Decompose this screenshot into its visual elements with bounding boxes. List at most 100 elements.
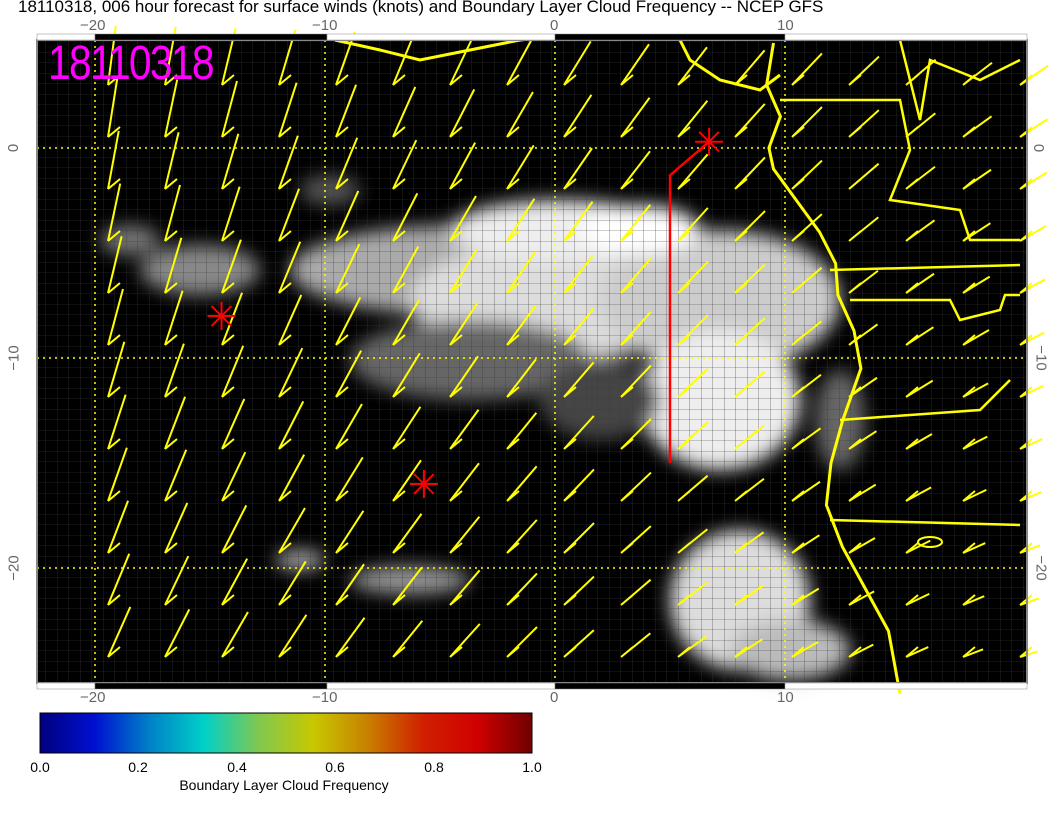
wind-barb [506, 519, 538, 554]
graticule [37, 40, 1027, 683]
wind-barb [107, 500, 130, 554]
colorbar-tick: 0.2 [128, 759, 148, 775]
wind-barb [107, 183, 122, 242]
wind-barb [107, 78, 121, 138]
wind-barb [620, 364, 652, 398]
wind-barb [620, 257, 652, 294]
wind-barb [164, 555, 190, 606]
wind-barb [905, 379, 934, 398]
wind-barb [278, 454, 306, 502]
country-border [829, 263, 1021, 272]
wind-barb [962, 488, 987, 502]
wind-barb [848, 590, 875, 606]
wind-barb [620, 97, 651, 138]
wind-barb [905, 326, 934, 346]
wind-barb [791, 106, 823, 138]
scale-bar-bottom [94, 682, 328, 690]
scale-bar-bottom [554, 682, 786, 690]
wind-barb [848, 537, 876, 554]
wind-barb [107, 341, 126, 398]
wind-barb [278, 82, 298, 138]
scale-bar-top [554, 33, 786, 41]
wind-barb [335, 137, 359, 190]
wind-barb [905, 219, 936, 242]
wind-barb [107, 130, 121, 190]
scale-bar-bottom [784, 682, 1028, 690]
wind-barb [848, 55, 880, 86]
wind-barb [734, 103, 766, 138]
wind-barb [791, 320, 822, 346]
wind-barb [221, 133, 240, 190]
wind-barb [449, 462, 480, 502]
wind-barb [905, 272, 935, 294]
wind-barb [278, 135, 299, 190]
scale-bar-bottom [326, 682, 556, 690]
lake [917, 536, 943, 548]
wind-barb [563, 468, 595, 502]
wind-barb [392, 33, 416, 86]
wind-barb [905, 592, 930, 606]
wind-barb [677, 207, 709, 242]
wind-barb [677, 260, 709, 294]
wind-barb [506, 198, 536, 242]
wind-barb [734, 156, 766, 190]
wind-barb [677, 528, 708, 554]
colorbar-tick: 0.6 [325, 759, 345, 775]
wind-barb [563, 522, 595, 554]
wind-barb [962, 61, 993, 86]
wind-barb [563, 201, 594, 242]
wind-barb [620, 418, 652, 450]
country-border [829, 518, 1021, 527]
colorbar-tick: 0.4 [227, 759, 247, 775]
map-title: 18110318, 006 hour forecast for surface … [18, 0, 824, 16]
wind-barb [620, 43, 650, 86]
wind-barb [164, 343, 185, 398]
lon-tick-top: 0 [550, 17, 559, 34]
wind-barb [563, 254, 594, 294]
wind-barb [335, 563, 365, 606]
wind-barb [449, 35, 475, 86]
wind-barb [791, 52, 823, 86]
wind-barb [164, 449, 188, 502]
wind-barb [335, 84, 358, 138]
wind-barb [449, 516, 481, 554]
scale-bar-top [326, 33, 556, 41]
wind-barb [506, 251, 536, 294]
wind-barb [221, 558, 249, 606]
wind-barb [791, 159, 823, 190]
wind-barb [449, 409, 480, 450]
wind-barb [449, 623, 481, 658]
wind-barb [449, 195, 477, 242]
wind-barb [848, 109, 880, 138]
wind-barb [620, 204, 652, 242]
wind-barb [962, 382, 989, 398]
wind-barb [335, 403, 363, 450]
wind-barb [221, 186, 241, 242]
wind-barb [164, 79, 179, 138]
wind-barb [905, 486, 932, 502]
star-marker [695, 127, 724, 156]
star-marker [409, 470, 438, 498]
markers [207, 127, 724, 498]
wind-barb [392, 139, 418, 190]
wind-barb [506, 144, 535, 190]
wind-barb [221, 239, 242, 294]
wind-barb [107, 553, 131, 606]
wind-barb [221, 292, 244, 346]
wind-barb [791, 213, 823, 242]
lon-tick-bottom: −20 [80, 689, 106, 706]
wind-barb [392, 299, 420, 346]
wind-barb [506, 626, 538, 658]
colorbar-tick: 0.8 [424, 759, 444, 775]
wind-barb [677, 314, 709, 346]
wind-barb [335, 510, 365, 554]
wind-barb [506, 305, 537, 346]
wind-barb [506, 412, 538, 450]
wind-barb [848, 269, 879, 294]
lon-tick-top: −10 [312, 17, 338, 34]
lon-tick-top: −20 [80, 17, 106, 34]
wind-barb [392, 459, 422, 502]
wind-barb [335, 456, 364, 502]
scale-bar-bottom [36, 682, 96, 690]
